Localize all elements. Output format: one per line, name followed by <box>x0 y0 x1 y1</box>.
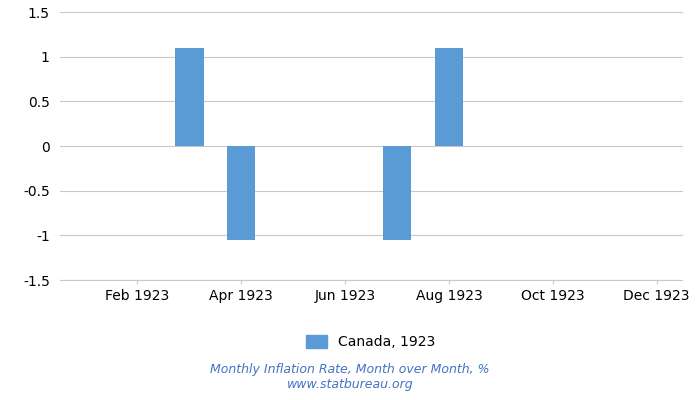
Bar <box>227 146 256 240</box>
Bar <box>175 48 204 146</box>
Legend: Canada, 1923: Canada, 1923 <box>307 335 435 349</box>
Text: Monthly Inflation Rate, Month over Month, %: Monthly Inflation Rate, Month over Month… <box>210 364 490 376</box>
Bar <box>383 146 411 240</box>
Text: www.statbureau.org: www.statbureau.org <box>287 378 413 391</box>
Bar <box>435 48 463 146</box>
